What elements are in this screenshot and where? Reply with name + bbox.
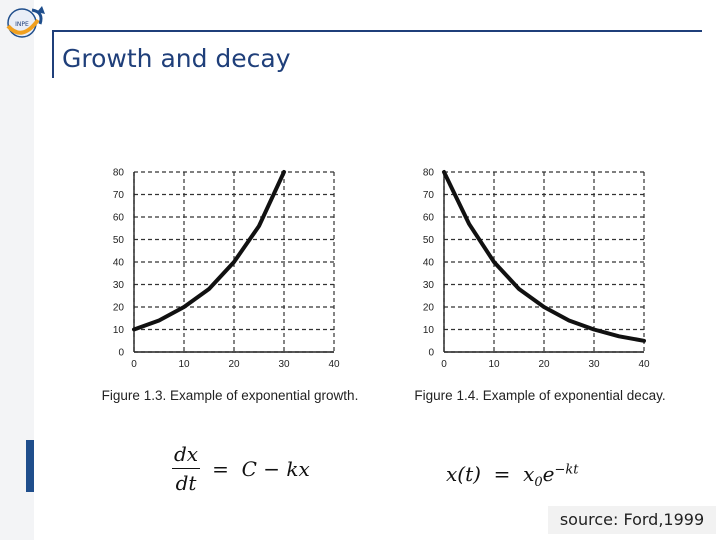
y-tick-label: 70 (423, 190, 435, 201)
derivative-fraction: dx dt (172, 442, 201, 495)
solution-exponent: −kt (554, 462, 579, 478)
equation-rhs: = C − kx (212, 456, 310, 481)
x-tick-label: 20 (228, 359, 240, 370)
x-tick-label: 40 (638, 359, 650, 370)
y-tick-label: 20 (423, 303, 435, 314)
y-tick-label: 0 (428, 348, 434, 359)
x-tick-label: 10 (178, 359, 190, 370)
solution-equation: x(t) = x0e−kt (446, 462, 579, 490)
y-tick-label: 0 (118, 348, 124, 359)
y-tick-label: 60 (423, 213, 435, 224)
y-tick-label: 10 (113, 325, 125, 336)
title-rule-horizontal (52, 30, 702, 32)
solution-base: e (542, 462, 555, 486)
figure-caption: Figure 1.4. Example of exponential decay… (414, 388, 665, 403)
x-tick-label: 30 (588, 359, 600, 370)
y-tick-label: 70 (113, 190, 125, 201)
series-line (442, 170, 646, 343)
x-tick-label: 10 (488, 359, 500, 370)
y-tick-label: 20 (113, 303, 125, 314)
x-tick-label: 40 (328, 359, 340, 370)
y-tick-label: 30 (113, 280, 125, 291)
y-tick-label: 80 (423, 168, 435, 179)
y-tick-label: 80 (113, 168, 125, 179)
y-tick-label: 60 (113, 213, 125, 224)
y-tick-label: 50 (113, 235, 125, 246)
fraction-denominator: dt (175, 471, 197, 495)
decay-chart: 0 10 20 30 40 50 60 70 80 0 10 20 30 40 Figure 1.4. Ex… (414, 168, 665, 404)
x-tick-label: 30 (278, 359, 290, 370)
left-band-accent (26, 440, 34, 492)
y-tick-label: 40 (423, 258, 435, 269)
y-tick-label: 10 (423, 325, 435, 336)
fraction-numerator: dx (172, 442, 201, 469)
globe-arrow-icon: INPE (6, 6, 45, 38)
x-tick-label: 0 (441, 359, 447, 370)
y-tick-label: 40 (113, 258, 125, 269)
x-tick-label: 20 (538, 359, 550, 370)
growth-chart: 0 10 20 30 40 50 60 70 80 0 10 20 30 40 Figure 1.3. Ex… (102, 168, 359, 404)
left-band (0, 0, 34, 540)
series-line (132, 170, 286, 332)
y-tick-label: 50 (423, 235, 435, 246)
solution-subscript: 0 (534, 475, 543, 490)
logo-text: INPE (15, 21, 29, 28)
y-tick-label: 30 (423, 280, 435, 291)
differential-equation: dx dt = C − kx (172, 442, 310, 495)
source-note: source: Ford,1999 (548, 506, 716, 534)
slide-title: Growth and decay (62, 44, 291, 73)
figure-caption: Figure 1.3. Example of exponential growt… (102, 388, 359, 403)
x-tick-label: 0 (131, 359, 137, 370)
title-rule-vertical (52, 30, 54, 78)
solution-lhs: x(t) = x (446, 462, 535, 486)
